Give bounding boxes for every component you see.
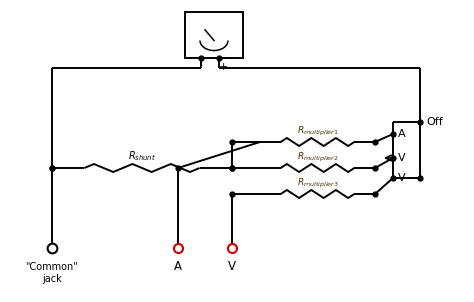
- Text: +: +: [219, 62, 228, 72]
- Bar: [185, 12, 243, 58]
- Text: "Common"
jack: "Common" jack: [26, 262, 78, 284]
- Text: A: A: [398, 129, 406, 139]
- Text: $R_{shunt}$: $R_{shunt}$: [128, 149, 156, 163]
- Text: Off: Off: [426, 117, 443, 127]
- Text: V: V: [398, 153, 406, 163]
- Text: V: V: [228, 260, 236, 273]
- Text: V: V: [398, 173, 406, 183]
- Text: -: -: [194, 62, 198, 72]
- Text: $R_{multiplier2}$: $R_{multiplier2}$: [297, 150, 338, 164]
- Text: A: A: [174, 260, 182, 273]
- Text: $R_{multiplier1}$: $R_{multiplier1}$: [297, 124, 338, 137]
- Text: $R_{multiplier3}$: $R_{multiplier3}$: [297, 176, 338, 190]
